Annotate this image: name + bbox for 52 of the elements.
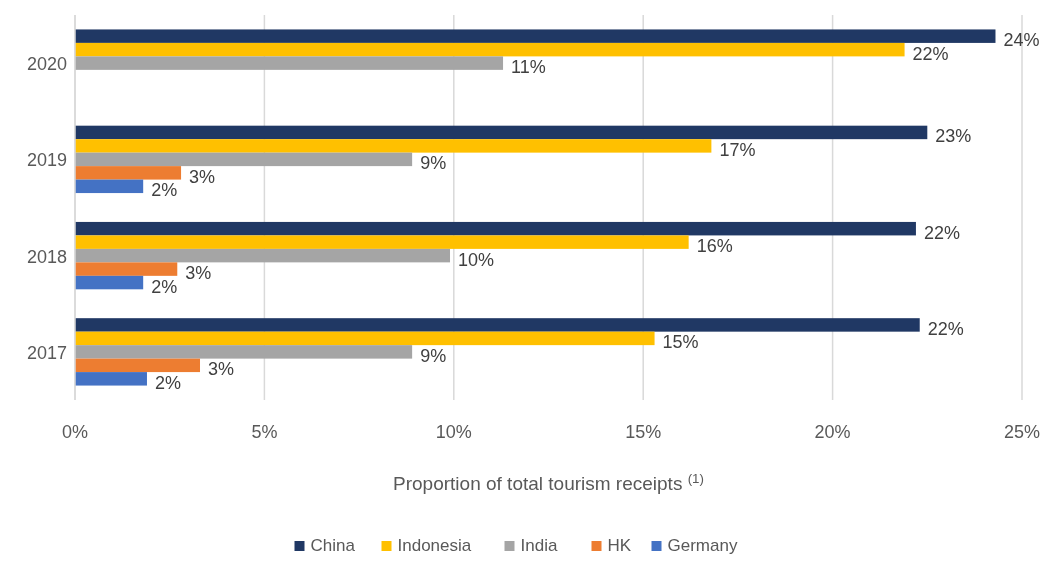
data-label: 22% [912, 43, 949, 64]
y-tick-label: 2020 [26, 54, 67, 75]
x-tick-label: 20% [814, 422, 851, 442]
data-label: 22% [927, 318, 964, 339]
data-label: 2% [151, 180, 178, 201]
bar [75, 275, 144, 290]
bar [75, 345, 413, 359]
bar [75, 125, 928, 140]
data-label: 23% [935, 126, 972, 147]
data-label: 17% [719, 139, 756, 160]
data-label: 11% [511, 57, 546, 78]
data-label: 9% [420, 153, 447, 174]
data-label: 3% [185, 263, 212, 284]
bar [75, 152, 413, 167]
legend-label: India [520, 536, 558, 555]
bar [75, 221, 916, 236]
legend-label: Indonesia [397, 536, 472, 555]
legend-label: Germany [667, 536, 738, 555]
legend-label: HK [607, 536, 632, 555]
x-tick-label: 25% [1003, 422, 1041, 442]
bar [75, 235, 689, 249]
data-label: 3% [208, 359, 235, 380]
bar [75, 358, 200, 373]
bar [75, 262, 178, 276]
bar [75, 42, 905, 57]
bar [75, 139, 712, 153]
bar [75, 331, 655, 346]
bar [75, 318, 920, 332]
data-label: 10% [458, 249, 495, 270]
data-label: 9% [420, 345, 447, 366]
x-tick-label: 15% [625, 422, 662, 442]
x-tick-label: 10% [435, 422, 472, 442]
bar [75, 56, 504, 70]
x-axis-title: Proportion of total tourism receipts $^{(1)}$ [393, 470, 704, 494]
data-label: 16% [696, 236, 733, 257]
bar [75, 248, 451, 263]
data-label: 2% [154, 372, 181, 393]
y-tick-label: 2017 [26, 342, 67, 363]
y-tick-label: 2019 [26, 150, 67, 171]
x-tick-label: 5% [251, 422, 278, 442]
bar [75, 179, 144, 194]
y-tick-label: 2018 [26, 246, 67, 267]
data-label: 3% [189, 166, 216, 187]
bar [75, 372, 147, 386]
x-tick-label: 0% [61, 422, 89, 442]
data-label: 15% [662, 332, 699, 353]
legend-label: China [310, 536, 356, 555]
data-label: 2% [151, 276, 178, 297]
bar [75, 166, 182, 180]
bar [75, 29, 996, 43]
data-label: 22% [923, 222, 960, 243]
data-label: 24% [1003, 30, 1040, 51]
